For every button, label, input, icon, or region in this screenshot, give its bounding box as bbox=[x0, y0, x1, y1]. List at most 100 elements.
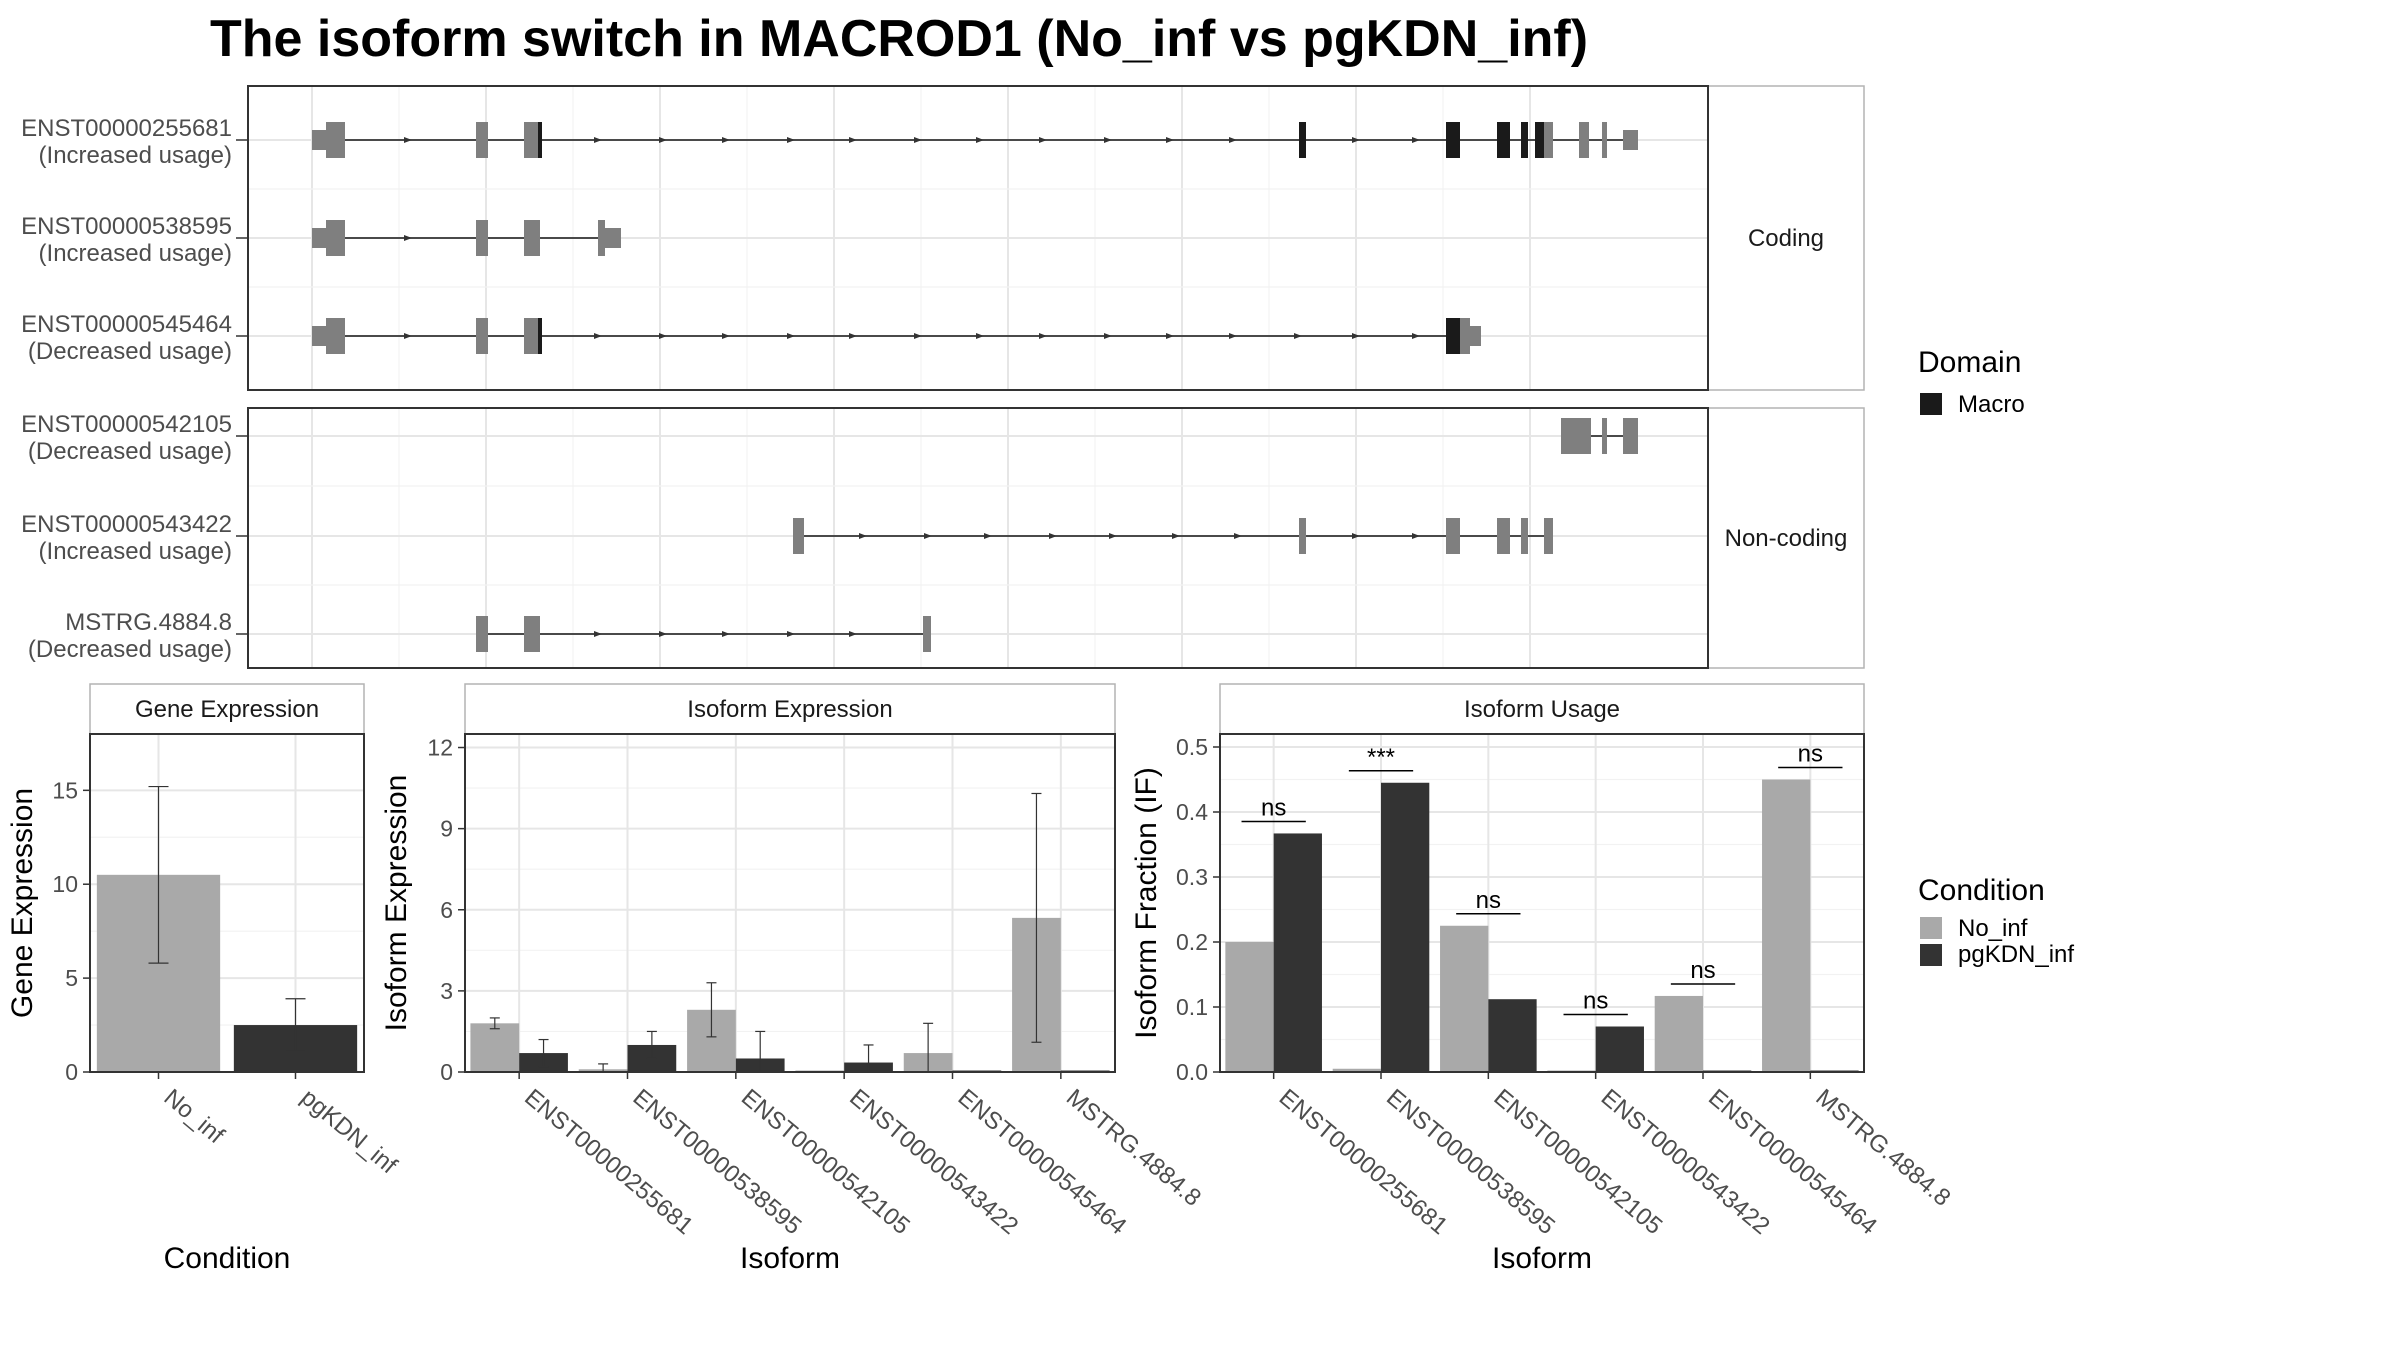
strand-arrow bbox=[404, 333, 412, 339]
plot-background bbox=[465, 734, 1115, 1072]
strand-arrow bbox=[1166, 137, 1174, 143]
y-tick-label: 0.0 bbox=[1176, 1059, 1208, 1085]
y-tick-label: 0.2 bbox=[1176, 929, 1208, 955]
strand-arrow bbox=[594, 333, 602, 339]
gene-expression-chart: Gene Expression 0 5 10 15 No_inf pgKDN_inf Cond… bbox=[6, 683, 402, 1275]
strand-arrow bbox=[404, 137, 412, 143]
transcript-usage-label: (Decreased usage) bbox=[28, 338, 232, 365]
transcript-usage-label: (Decreased usage) bbox=[28, 438, 232, 465]
exon bbox=[1460, 318, 1470, 354]
plot-background bbox=[1220, 734, 1864, 1072]
transcript-model bbox=[312, 318, 1481, 354]
transcript-id-label: ENST00000545464 bbox=[21, 311, 232, 338]
y-tick-label: 0 bbox=[440, 1059, 453, 1085]
strand-arrow bbox=[1109, 533, 1117, 539]
macro-domain-exon bbox=[1521, 122, 1528, 158]
transcript-usage-label: (Increased usage) bbox=[39, 142, 232, 169]
macro-domain-exon bbox=[1497, 122, 1510, 158]
strand-arrow bbox=[1166, 333, 1174, 339]
strand-arrow bbox=[1172, 533, 1180, 539]
y-tick-label: 0.3 bbox=[1176, 864, 1208, 890]
strand-arrow bbox=[1039, 137, 1047, 143]
y-tick-label: 3 bbox=[440, 978, 453, 1004]
significance-label: ns bbox=[1798, 741, 1823, 768]
exon bbox=[524, 318, 538, 354]
domain-legend-label-macro: Macro bbox=[1958, 391, 2025, 418]
transcript-id-label: MSTRG.4884.8 bbox=[65, 609, 232, 636]
exon bbox=[326, 220, 345, 256]
macro-domain-exon bbox=[1446, 318, 1460, 354]
strand-arrow bbox=[659, 333, 667, 339]
strand-arrow bbox=[659, 631, 667, 637]
strand-arrow bbox=[1352, 137, 1360, 143]
exon bbox=[1446, 518, 1460, 554]
facet-strip-label: Coding bbox=[1748, 225, 1824, 252]
macro-domain-exon bbox=[1299, 122, 1306, 158]
bar bbox=[1440, 925, 1489, 1072]
strand-arrow bbox=[1412, 137, 1420, 143]
chart-strip bbox=[1219, 683, 1865, 735]
plot-border bbox=[464, 733, 1116, 1073]
transcript-structure-panel: CodingNon-codingENST00000255681(Increase… bbox=[21, 85, 1865, 669]
chart-strip bbox=[464, 683, 1116, 735]
condition-legend-swatch-no-inf bbox=[1920, 917, 1942, 939]
y-tick-label: 5 bbox=[65, 965, 78, 991]
exon bbox=[1299, 518, 1306, 554]
transcript-model bbox=[793, 518, 1553, 554]
exon bbox=[1623, 418, 1638, 454]
strand-arrow bbox=[722, 631, 730, 637]
facet-strip bbox=[1707, 85, 1865, 391]
strand-arrow bbox=[404, 235, 412, 241]
x-axis-title: Condition bbox=[164, 1242, 291, 1275]
exon bbox=[923, 616, 931, 652]
exon bbox=[1579, 122, 1589, 158]
y-tick-label: 0 bbox=[65, 1059, 78, 1085]
strand-arrow bbox=[914, 137, 922, 143]
y-axis-title: Isoform Expression bbox=[380, 775, 413, 1032]
transcript-model bbox=[312, 122, 1638, 158]
strand-arrow bbox=[1104, 333, 1112, 339]
x-axis-title: Isoform bbox=[740, 1242, 840, 1275]
strand-arrow bbox=[1039, 333, 1047, 339]
isoform-usage-chart: Isoform Usage 0.0 0.1 0.2 0.3 0.4 0.5 ns *** ns ns… bbox=[1130, 683, 1956, 1275]
structure-facet-bg bbox=[248, 408, 1708, 668]
x-tick-label: No_inf bbox=[159, 1084, 230, 1149]
bar bbox=[470, 1023, 520, 1072]
strand-arrow bbox=[722, 333, 730, 339]
strand-arrow bbox=[787, 333, 795, 339]
bar bbox=[1381, 782, 1430, 1072]
y-tick-label: 15 bbox=[52, 777, 78, 803]
macro-domain-exon bbox=[1446, 122, 1460, 158]
strand-arrow bbox=[924, 533, 932, 539]
strand-arrow bbox=[859, 533, 867, 539]
bar bbox=[1654, 995, 1703, 1072]
condition-legend-swatch-pgkdn-inf bbox=[1920, 944, 1942, 966]
macro-domain-exon bbox=[538, 318, 542, 354]
y-axis-title: Isoform Fraction (IF) bbox=[1130, 767, 1163, 1039]
structure-facet-border bbox=[247, 85, 1709, 391]
strand-arrow bbox=[976, 333, 984, 339]
bar bbox=[1595, 1026, 1644, 1072]
strand-arrow bbox=[1229, 137, 1237, 143]
strand-arrow bbox=[722, 137, 730, 143]
exon bbox=[1544, 518, 1553, 554]
bar bbox=[1488, 999, 1537, 1072]
chart-title: Isoform Expression bbox=[687, 696, 892, 723]
exon bbox=[793, 518, 804, 554]
exon bbox=[1521, 518, 1528, 554]
facet-strip-label: Non-coding bbox=[1725, 525, 1848, 552]
exon bbox=[524, 616, 540, 652]
transcript-usage-label: (Increased usage) bbox=[39, 538, 232, 565]
y-axis-title: Gene Expression bbox=[6, 788, 39, 1018]
strand-arrow bbox=[594, 137, 602, 143]
strand-arrow bbox=[914, 333, 922, 339]
strand-arrow bbox=[787, 631, 795, 637]
x-axis-title: Isoform bbox=[1492, 1242, 1592, 1275]
transcript-id-label: ENST00000538595 bbox=[21, 213, 232, 240]
bar bbox=[1762, 779, 1811, 1072]
exon bbox=[1561, 418, 1591, 454]
chart-title: Gene Expression bbox=[135, 696, 319, 723]
y-tick-label: 0.5 bbox=[1176, 734, 1208, 760]
macro-domain-exon bbox=[538, 122, 542, 158]
